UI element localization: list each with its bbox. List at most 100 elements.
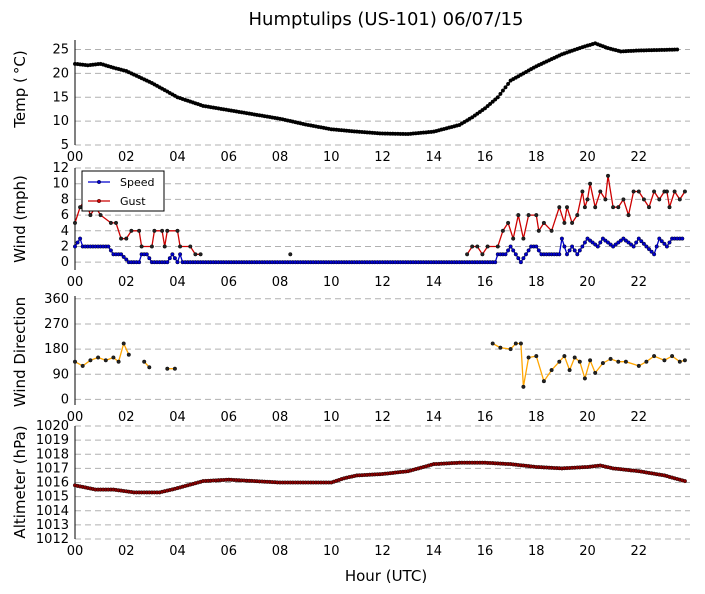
data-point: [88, 213, 93, 218]
data-point: [575, 213, 580, 218]
data-point: [657, 236, 662, 241]
y-tick-label: 270: [44, 317, 69, 332]
data-point: [636, 236, 641, 241]
x-tick-label: 16: [477, 150, 494, 165]
x-tick-label: 12: [374, 150, 391, 165]
y-tick-label: 0: [61, 392, 69, 407]
data-point: [664, 244, 669, 249]
data-point: [493, 260, 498, 265]
data-point: [108, 248, 113, 253]
data-point: [500, 88, 505, 93]
chart-title: Humptulips (US-101) 06/07/15: [249, 9, 524, 30]
y-tick-label: 1018: [36, 447, 69, 462]
legend-swatch-marker: [96, 179, 101, 184]
data-point: [521, 256, 526, 261]
data-point: [508, 347, 513, 352]
data-point: [644, 244, 649, 249]
data-point: [534, 354, 539, 359]
x-tick-label: 10: [323, 410, 340, 425]
x-tick-label: 20: [579, 544, 596, 559]
data-point: [541, 220, 546, 225]
data-point: [96, 355, 101, 360]
y-axis-label-dir: Wind Direction: [11, 297, 29, 407]
data-point: [577, 359, 582, 364]
data-point: [108, 220, 113, 225]
x-tick-label: 08: [272, 544, 289, 559]
x-tick-label: 06: [220, 544, 237, 559]
legend-box: [81, 170, 165, 212]
data-point: [503, 252, 508, 257]
data-point: [672, 189, 677, 194]
data-point: [680, 236, 685, 241]
x-tick-label: 02: [118, 410, 135, 425]
data-point: [593, 370, 598, 375]
data-point: [664, 189, 669, 194]
data-point: [465, 252, 470, 257]
data-point: [636, 189, 641, 194]
data-point: [72, 220, 77, 225]
y-axis-label-temp: Temp ( °C): [11, 50, 29, 128]
data-point: [170, 252, 175, 257]
data-point: [152, 228, 157, 233]
data-point: [147, 256, 152, 261]
data-point: [600, 361, 605, 366]
x-tick-label: 14: [425, 150, 442, 165]
series-alt-0: [72, 460, 687, 495]
x-tick-label: 00: [67, 544, 84, 559]
data-point: [657, 197, 662, 202]
data-point: [526, 248, 531, 253]
x-tick-label: 12: [374, 275, 391, 290]
data-point: [677, 359, 682, 364]
data-point: [565, 252, 570, 257]
data-point: [516, 256, 521, 261]
data-point: [682, 189, 687, 194]
x-tick-label: 14: [425, 410, 442, 425]
x-tick-label: 02: [118, 150, 135, 165]
data-point: [98, 213, 103, 218]
data-point: [165, 260, 170, 265]
data-point: [626, 213, 631, 218]
x-tick-label: 20: [579, 410, 596, 425]
data-point: [595, 244, 600, 249]
data-point: [662, 241, 667, 246]
data-point: [608, 356, 613, 361]
y-tick-label: 20: [52, 66, 69, 81]
data-point: [193, 252, 198, 257]
x-tick-label: 02: [118, 544, 135, 559]
data-point: [675, 47, 680, 52]
y-tick-label: 5: [61, 138, 69, 153]
data-point: [639, 239, 644, 244]
data-point: [636, 363, 641, 368]
series-line: [74, 341, 130, 367]
data-point: [167, 256, 172, 261]
data-point: [549, 228, 554, 233]
data-point: [652, 354, 657, 359]
data-point: [593, 242, 598, 247]
data-point: [470, 244, 475, 249]
x-tick-label: 18: [528, 410, 545, 425]
data-point: [490, 99, 495, 104]
data-point: [506, 248, 511, 253]
data-point: [498, 345, 503, 350]
series-temp-0: [72, 41, 680, 136]
data-point: [165, 228, 170, 233]
y-tick-label: 25: [52, 43, 69, 58]
data-point: [667, 240, 672, 245]
x-tick-label: 16: [477, 275, 494, 290]
data-point: [557, 205, 562, 210]
data-point: [582, 240, 587, 245]
x-tick-label: 22: [630, 150, 647, 165]
data-point: [580, 244, 585, 249]
x-tick-label: 18: [528, 544, 545, 559]
data-point: [513, 252, 518, 257]
data-point: [160, 228, 165, 233]
y-tick-label: 2: [61, 239, 69, 254]
y-tick-label: 1016: [36, 476, 69, 491]
y-tick-label: 6: [61, 208, 69, 223]
data-point: [567, 248, 572, 253]
x-tick-label: 22: [630, 410, 647, 425]
series-line: [492, 342, 686, 387]
x-tick-label: 20: [579, 275, 596, 290]
